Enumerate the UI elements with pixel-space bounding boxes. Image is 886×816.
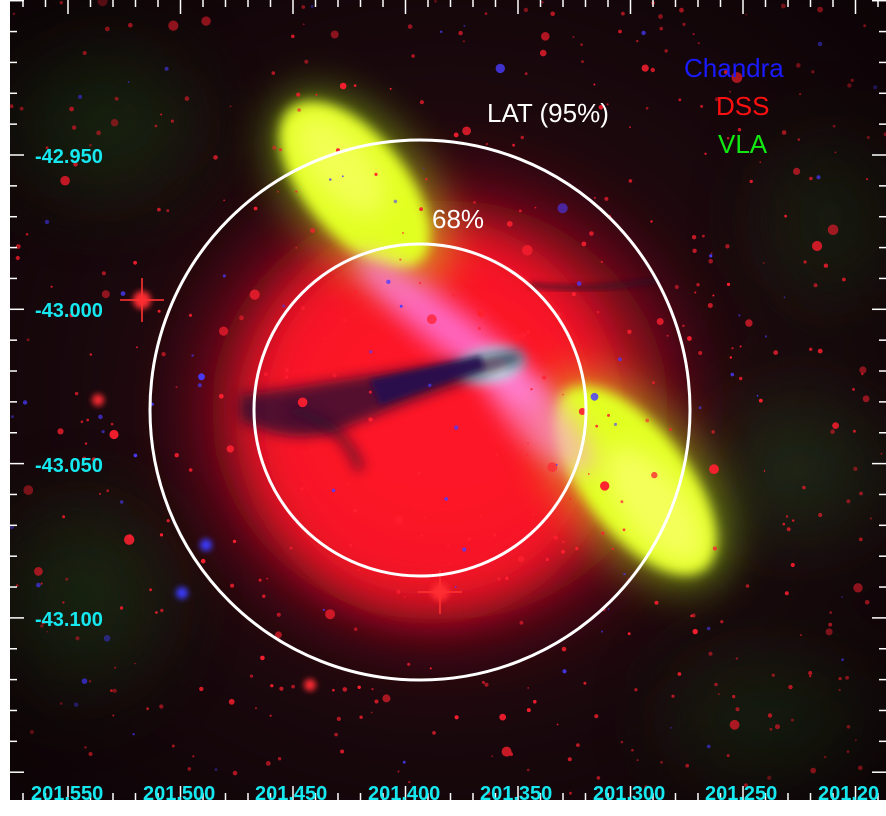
dec-tick-label: -43.000 (35, 300, 103, 322)
lat-95-circle (148, 138, 692, 682)
ra-tick-label: 201.20 (818, 783, 880, 800)
vignette (10, 0, 886, 800)
sky-image-frame: LAT (95%) 68% Chandra DSS VLA -42.950 -4… (10, 0, 886, 800)
multiwavelength-sky-image (10, 0, 886, 800)
legend-vla: VLA (718, 129, 768, 159)
lat-68-label: 68% (432, 204, 485, 234)
ra-tick-label: 201.250 (705, 783, 778, 800)
ra-tick-label: 201.350 (480, 783, 553, 800)
lat-95-label: LAT (95%) (487, 98, 609, 128)
dec-tick-label: -43.050 (35, 455, 103, 477)
ra-tick-label: 201.300 (593, 783, 666, 800)
ra-tick-label: 201.550 (31, 783, 104, 800)
legend-chandra: Chandra (684, 53, 784, 83)
ra-tick-label: 201.400 (368, 783, 441, 800)
ra-tick-label: 201.450 (255, 783, 328, 800)
ra-tick-label: 201.500 (143, 783, 216, 800)
dec-tick-label: -43.100 (35, 609, 103, 631)
axis-ticks (10, 0, 886, 800)
lat-68-circle (252, 242, 588, 578)
legend-dss: DSS (716, 91, 770, 121)
dec-tick-label: -42.950 (35, 146, 103, 168)
